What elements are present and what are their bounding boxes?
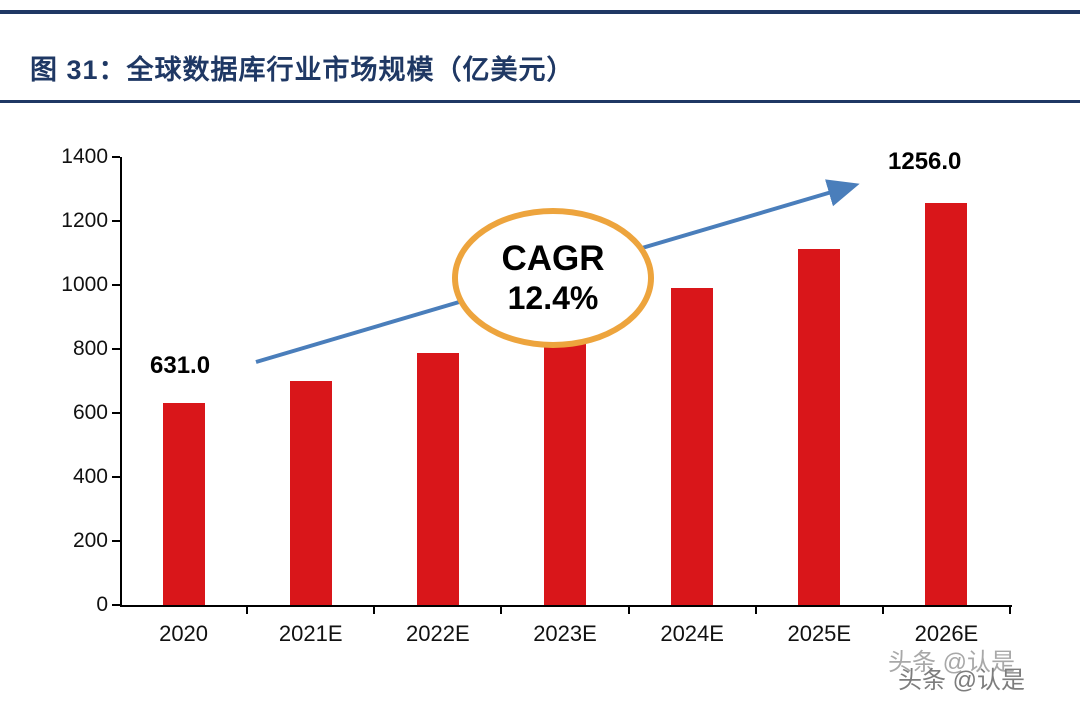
x-axis-tick (1009, 607, 1011, 614)
watermark-text: 头条 @认是 (888, 649, 1016, 676)
y-axis-tick-label: 800 (72, 337, 108, 360)
y-axis-tick (112, 604, 120, 606)
bar-2022E (416, 353, 459, 605)
y-axis-tick-label: 200 (72, 529, 108, 552)
y-axis-tick-label: 600 (72, 401, 108, 424)
y-axis-tick (112, 284, 120, 286)
x-axis-tick (246, 607, 249, 614)
x-axis-tick-label: 2023E (533, 621, 597, 646)
title-divider (0, 100, 1080, 103)
x-axis-tick (627, 607, 630, 614)
watermark-text-shadow: 头条 @认是 (898, 667, 1026, 694)
cagr-value: 12.4% (507, 279, 599, 316)
cagr-ellipse-annotation: CAGR 12.4% (452, 208, 654, 348)
x-axis-tick-label: 2026E (914, 621, 979, 646)
bar-2025E (798, 248, 841, 605)
bar-2020 (162, 403, 205, 605)
first-bar-value-label: 631.0 (150, 352, 211, 379)
x-axis-tick-label: 2025E (787, 621, 852, 646)
x-axis-tick-label: 2022E (406, 621, 470, 646)
y-axis-tick (112, 220, 120, 222)
x-axis-tick-label: 2024E (660, 621, 724, 646)
x-axis-tick (500, 607, 503, 614)
y-axis-tick-label: 1000 (61, 273, 108, 296)
y-axis-tick (112, 412, 120, 414)
top-divider (0, 10, 1080, 14)
y-axis-tick-label: 0 (96, 593, 108, 616)
bar-chart-plot-area (120, 157, 1012, 607)
x-axis-tick-label: 2020 (159, 621, 209, 646)
bar-2026E (925, 203, 968, 605)
figure-title: 图 31：全球数据库行业市场规模（亿美元） (30, 55, 575, 85)
y-axis-tick (112, 348, 120, 350)
y-axis-tick-label: 400 (72, 465, 108, 488)
bar-2021E (289, 381, 332, 605)
x-axis-tick (754, 607, 757, 614)
y-axis-tick (112, 476, 120, 478)
y-axis-tick-label: 1400 (61, 145, 108, 168)
bar-2023E (544, 322, 586, 605)
cagr-label: CAGR (501, 239, 605, 279)
last-bar-value-label: 1256.0 (888, 148, 962, 175)
y-axis-tick (112, 156, 120, 158)
bar-2024E (671, 287, 714, 605)
y-axis-tick (112, 540, 120, 542)
x-axis-tick (881, 607, 884, 614)
y-axis-tick-label: 1200 (61, 209, 108, 232)
x-axis-tick-label: 2021E (278, 621, 343, 646)
x-axis-tick (373, 607, 376, 614)
